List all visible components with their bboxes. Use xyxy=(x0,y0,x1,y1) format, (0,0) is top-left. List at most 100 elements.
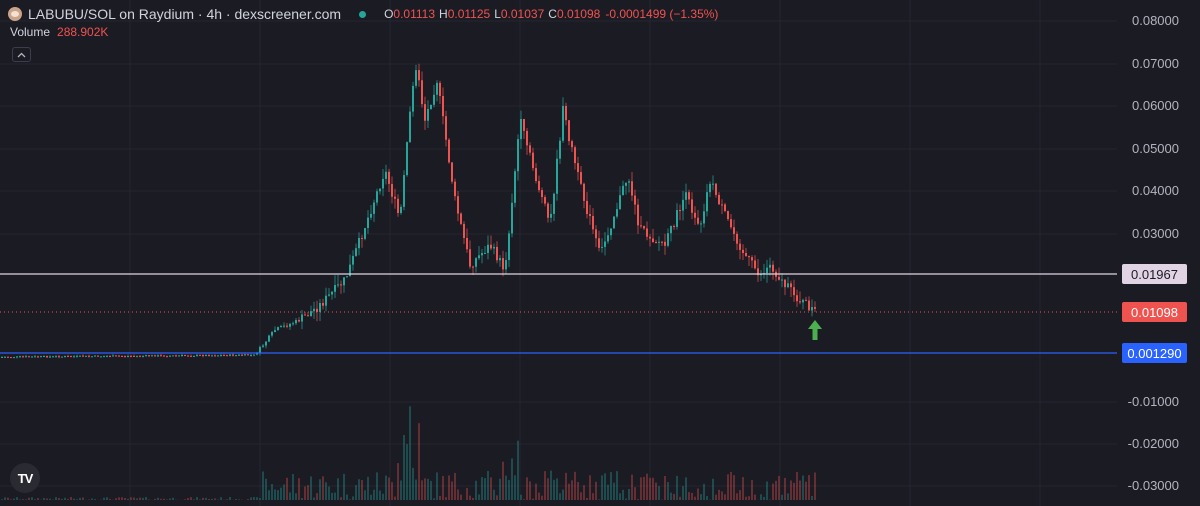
candle-body xyxy=(142,355,144,357)
volume-bar xyxy=(577,481,579,500)
tradingview-logo-icon[interactable]: TV xyxy=(10,463,40,493)
candle-body xyxy=(688,192,690,200)
candle-body xyxy=(673,226,675,228)
symbol-title[interactable]: LABUBU/SOL on Raydium · 4h · dexscreener… xyxy=(28,6,342,22)
candle-body xyxy=(274,330,276,332)
candle-body xyxy=(670,226,672,234)
volume-bar xyxy=(745,496,747,500)
candle-body xyxy=(163,355,165,357)
candle-body xyxy=(442,95,444,117)
candle-body xyxy=(811,307,813,311)
candle-body xyxy=(694,212,696,218)
candle-body xyxy=(757,268,759,276)
volume-bar xyxy=(190,497,192,500)
candle-body xyxy=(490,244,492,249)
candle-body xyxy=(292,323,294,325)
volume-bar xyxy=(703,483,705,500)
candle-body xyxy=(472,266,474,268)
volume-bar xyxy=(511,458,513,500)
candle-body xyxy=(118,355,120,357)
volume-bar xyxy=(406,444,408,500)
volume-bar xyxy=(589,475,591,500)
volume-bar xyxy=(727,474,729,500)
candle-body xyxy=(436,82,438,95)
axis-label: -0.02000 xyxy=(1127,436,1179,451)
volume-bar xyxy=(289,492,291,500)
candle-body xyxy=(700,223,702,225)
candle-body xyxy=(55,356,57,358)
volume-bar xyxy=(283,484,285,500)
collapse-legend-button[interactable] xyxy=(12,47,31,62)
volume-bar xyxy=(691,492,693,500)
candle-body xyxy=(232,354,234,356)
candle-body xyxy=(796,295,798,302)
candle-body xyxy=(739,243,741,250)
candle-body xyxy=(451,162,453,182)
volume-bar xyxy=(391,482,393,500)
candle-body xyxy=(88,355,90,357)
candle-body xyxy=(277,327,279,331)
candle-body xyxy=(604,241,606,247)
volume-bar xyxy=(493,489,495,500)
candle-body xyxy=(229,354,231,356)
candle-body xyxy=(418,70,420,81)
volume-bar xyxy=(13,498,15,500)
candle-body xyxy=(385,171,387,179)
candle-body xyxy=(622,185,624,196)
volume-bar xyxy=(442,475,444,500)
candle-body xyxy=(736,233,738,244)
volume-bar xyxy=(439,495,441,500)
volume-bar xyxy=(772,483,774,500)
candle-body xyxy=(496,246,498,261)
resistance-price-tag: 0.01967 xyxy=(1122,264,1187,284)
candle-body xyxy=(493,246,495,249)
candle-body xyxy=(607,235,609,242)
candle-body xyxy=(790,283,792,288)
candle-body xyxy=(691,199,693,213)
candle-body xyxy=(751,257,753,261)
candle-body xyxy=(421,80,423,105)
candle-body xyxy=(283,325,285,327)
candle-body xyxy=(61,356,63,358)
candle-body xyxy=(457,196,459,214)
candle-body xyxy=(97,355,99,357)
volume-bar xyxy=(763,496,765,500)
candle-body xyxy=(346,276,348,278)
volume-bar xyxy=(520,494,522,500)
volume-bar xyxy=(553,479,555,500)
candle-body xyxy=(133,355,135,357)
volume-bar xyxy=(145,497,147,500)
candle-body xyxy=(592,216,594,230)
volume-bar xyxy=(19,499,21,500)
candle-body xyxy=(40,356,42,358)
candle-body xyxy=(448,139,450,163)
candle-body xyxy=(610,228,612,236)
candle-body xyxy=(58,356,60,358)
volume-bar xyxy=(706,495,708,500)
volume-bar xyxy=(115,498,117,500)
candle-body xyxy=(454,181,456,197)
candle-body xyxy=(82,355,84,357)
volume-bar xyxy=(76,499,78,500)
green-up-arrow-icon xyxy=(808,320,822,345)
candle-body xyxy=(466,237,468,250)
candle-body xyxy=(151,355,153,357)
candle-body xyxy=(445,116,447,140)
volume-bar xyxy=(550,470,552,500)
candle-body xyxy=(601,246,603,248)
candle-body xyxy=(634,195,636,205)
candle-body xyxy=(754,260,756,269)
candle-body xyxy=(196,354,198,356)
candle-body xyxy=(181,355,183,357)
candle-body xyxy=(157,355,159,357)
candle-body xyxy=(715,183,717,195)
volume-bar xyxy=(793,482,795,500)
candle-body xyxy=(76,355,78,357)
volume-bar xyxy=(148,499,150,500)
candle-body xyxy=(571,141,573,148)
candle-body xyxy=(730,219,732,228)
candle-body xyxy=(658,241,660,243)
candle-body xyxy=(538,181,540,191)
candle-body xyxy=(205,355,207,357)
